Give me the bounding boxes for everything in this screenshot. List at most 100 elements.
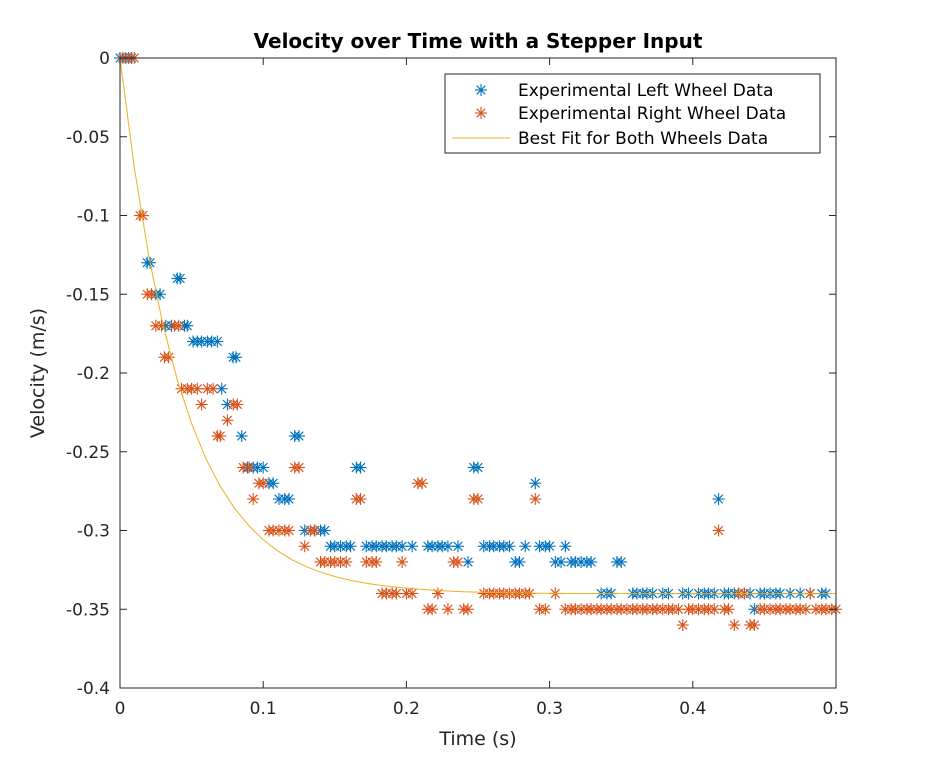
legend-marker-left-wheel <box>475 84 487 96</box>
data-point <box>676 619 689 631</box>
data-point <box>529 493 542 505</box>
data-point <box>155 319 168 332</box>
plot-area <box>120 58 836 688</box>
data-point <box>231 398 244 411</box>
data-point <box>221 414 234 427</box>
data-point <box>441 603 454 616</box>
data-point <box>472 461 484 474</box>
data-point <box>585 556 598 568</box>
legend-marker-right-wheel <box>475 107 487 119</box>
data-point <box>318 524 331 537</box>
data-point <box>370 556 383 568</box>
data-point <box>340 556 353 568</box>
data-point <box>728 619 741 631</box>
data-point <box>712 524 725 537</box>
data-point <box>748 619 761 631</box>
legend-markers <box>452 84 510 139</box>
data-point <box>229 351 242 364</box>
data-point <box>214 430 227 442</box>
x-tick-label: 0.5 <box>822 699 849 719</box>
y-tick-label: -0.05 <box>66 128 110 148</box>
data-point <box>416 477 429 490</box>
data-point <box>235 430 248 442</box>
data-point <box>396 556 409 568</box>
data-point <box>406 587 419 600</box>
data-point <box>390 587 403 600</box>
data-point <box>267 477 280 490</box>
data-point <box>195 398 208 411</box>
data-point <box>503 540 516 553</box>
data-point <box>207 382 220 395</box>
y-tick-label: 0 <box>99 49 110 69</box>
y-tick-label: -0.1 <box>77 207 110 227</box>
x-axis-label: Time (s) <box>438 728 516 750</box>
y-tick-label: -0.15 <box>66 285 110 305</box>
data-point <box>543 540 556 553</box>
data-point <box>298 540 311 553</box>
data-point <box>354 461 367 474</box>
legend: Experimental Left Wheel Data Experimenta… <box>444 73 821 154</box>
series-right-wheel <box>116 52 842 631</box>
data-point <box>461 603 474 616</box>
data-point <box>539 603 552 616</box>
data-point <box>461 556 474 568</box>
legend-box <box>444 73 821 154</box>
data-point <box>308 524 321 537</box>
y-tick-label: -0.4 <box>77 679 110 699</box>
data-point <box>257 477 270 490</box>
data-point <box>708 603 721 616</box>
data-point <box>672 603 685 616</box>
data-point <box>172 319 185 332</box>
x-tick-label: 0.2 <box>393 699 420 719</box>
best-fit-line <box>119 57 836 595</box>
data-point <box>529 477 542 490</box>
data-point <box>293 461 305 474</box>
data-point <box>145 288 158 301</box>
data-point <box>451 556 464 568</box>
x-tick-label: 0 <box>115 699 126 719</box>
data-point <box>472 493 484 505</box>
y-tick-label: -0.35 <box>66 600 110 620</box>
series-best-fit <box>119 57 836 595</box>
data-point <box>174 272 187 285</box>
y-tick-label: -0.25 <box>66 443 110 463</box>
data-point <box>431 587 444 600</box>
data-point <box>426 603 439 616</box>
data-point <box>162 351 175 364</box>
data-point <box>559 540 572 553</box>
y-axis-label: Velocity (m/s) <box>27 308 49 438</box>
chart-title: Velocity over Time with a Stepper Input <box>254 29 703 53</box>
data-point <box>712 493 725 505</box>
data-point <box>354 493 367 505</box>
data-point <box>451 540 464 553</box>
legend-label-best-fit: Best Fit for Both Wheels Data <box>518 129 768 149</box>
x-tick-label: 0.1 <box>250 699 277 719</box>
data-point <box>247 493 260 505</box>
data-point <box>513 556 526 568</box>
data-point <box>242 461 255 474</box>
x-tick-label: 0.3 <box>536 699 563 719</box>
data-point <box>293 430 305 442</box>
data-point <box>555 556 568 568</box>
series-layer <box>114 52 842 631</box>
data-point <box>344 540 357 553</box>
data-point <box>191 382 204 395</box>
data-point <box>396 540 409 553</box>
data-point <box>282 524 295 537</box>
y-tick-label: -0.3 <box>77 522 110 542</box>
legend-label-left-wheel: Experimental Left Wheel Data <box>518 81 773 101</box>
data-point <box>406 540 419 553</box>
data-point <box>519 540 532 553</box>
y-tick-label: -0.2 <box>77 364 110 384</box>
x-tick-label: 0.4 <box>679 699 706 719</box>
legend-label-right-wheel: Experimental Right Wheel Data <box>518 104 786 124</box>
data-point <box>136 209 149 222</box>
data-point <box>441 540 454 553</box>
data-point <box>257 461 270 474</box>
data-point <box>799 603 812 616</box>
data-point <box>282 493 295 505</box>
data-point <box>615 556 628 568</box>
tick-layer: 0 0.1 0.2 0.3 0.4 0.5 0 -0.05 -0.1 -0.15 -0.2 -0.25… <box>66 49 850 719</box>
data-point <box>722 603 735 616</box>
